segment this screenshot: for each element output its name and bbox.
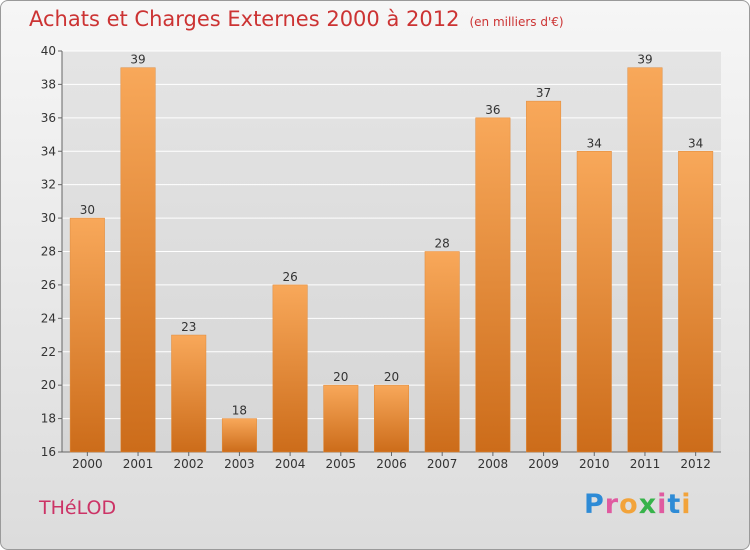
y-tick-label: 34 <box>41 144 56 158</box>
x-tick-label: 2002 <box>173 457 204 471</box>
bar-2003 <box>221 418 257 453</box>
x-tick-label: 2003 <box>224 457 255 471</box>
data-label-2005: 20 <box>333 370 348 384</box>
chart-title-text: Achats et Charges Externes 2000 à 2012 <box>29 7 460 31</box>
data-label-2001: 39 <box>130 53 145 67</box>
logo-letter: P <box>584 489 605 520</box>
logo-letter: r <box>604 489 620 520</box>
logo-letter: x <box>638 489 658 520</box>
y-tick-label: 26 <box>41 278 56 292</box>
y-tick-label: 22 <box>41 345 56 359</box>
data-label-2007: 28 <box>435 237 450 251</box>
bar-2000 <box>69 217 105 453</box>
x-tick-label: 2006 <box>376 457 407 471</box>
x-tick-label: 2010 <box>579 457 610 471</box>
data-label-2011: 39 <box>637 53 652 67</box>
bar-2011 <box>627 67 663 453</box>
x-tick-label: 2008 <box>478 457 509 471</box>
y-tick-label: 38 <box>41 77 56 91</box>
logo-letter: i <box>657 489 668 520</box>
x-tick-label: 2001 <box>123 457 154 471</box>
logo-letter: o <box>619 489 639 520</box>
chart-unit: (en milliers d'€) <box>469 15 564 29</box>
bar-2002 <box>171 334 207 453</box>
x-tick-label: 2007 <box>427 457 458 471</box>
bar-2004 <box>272 284 308 453</box>
logo-letter: t <box>667 489 682 520</box>
data-label-2012: 34 <box>688 136 703 150</box>
proxiti-logo: Proxiti <box>584 489 692 520</box>
data-label-2010: 34 <box>587 136 602 150</box>
bar-2009 <box>526 100 562 453</box>
y-tick-label: 40 <box>41 44 56 58</box>
y-tick-label: 28 <box>41 245 56 259</box>
x-tick-label: 2004 <box>275 457 306 471</box>
bar-2008 <box>475 117 511 453</box>
x-tick-label: 2009 <box>528 457 559 471</box>
y-tick-label: 30 <box>41 211 56 225</box>
x-tick-label: 2005 <box>326 457 357 471</box>
bar-2006 <box>374 384 409 453</box>
y-tick-label: 20 <box>41 378 56 392</box>
bar-2001 <box>120 67 156 453</box>
y-tick-label: 18 <box>41 412 56 426</box>
bar-2005 <box>323 384 359 453</box>
data-label-2004: 26 <box>282 270 297 284</box>
x-tick-label: 2012 <box>680 457 711 471</box>
data-label-2008: 36 <box>485 103 500 117</box>
y-tick-label: 24 <box>41 311 56 325</box>
logo-letter: i <box>681 489 692 520</box>
y-tick-label: 32 <box>41 178 56 192</box>
data-label-2000: 30 <box>80 203 95 217</box>
x-tick-label: 2000 <box>72 457 103 471</box>
data-label-2009: 37 <box>536 86 551 100</box>
bar-2010 <box>576 151 612 453</box>
bar-2012 <box>678 151 714 453</box>
y-tick-label: 36 <box>41 111 56 125</box>
bar-2007 <box>424 251 460 453</box>
data-label-2003: 18 <box>232 404 247 418</box>
x-tick-label: 2011 <box>630 457 661 471</box>
y-tick-label: 16 <box>41 445 56 459</box>
data-label-2002: 23 <box>181 320 196 334</box>
data-label-2006: 20 <box>384 370 399 384</box>
chart-title: Achats et Charges Externes 2000 à 2012 (e… <box>29 7 564 31</box>
commune-name: THéLOD <box>39 497 117 519</box>
